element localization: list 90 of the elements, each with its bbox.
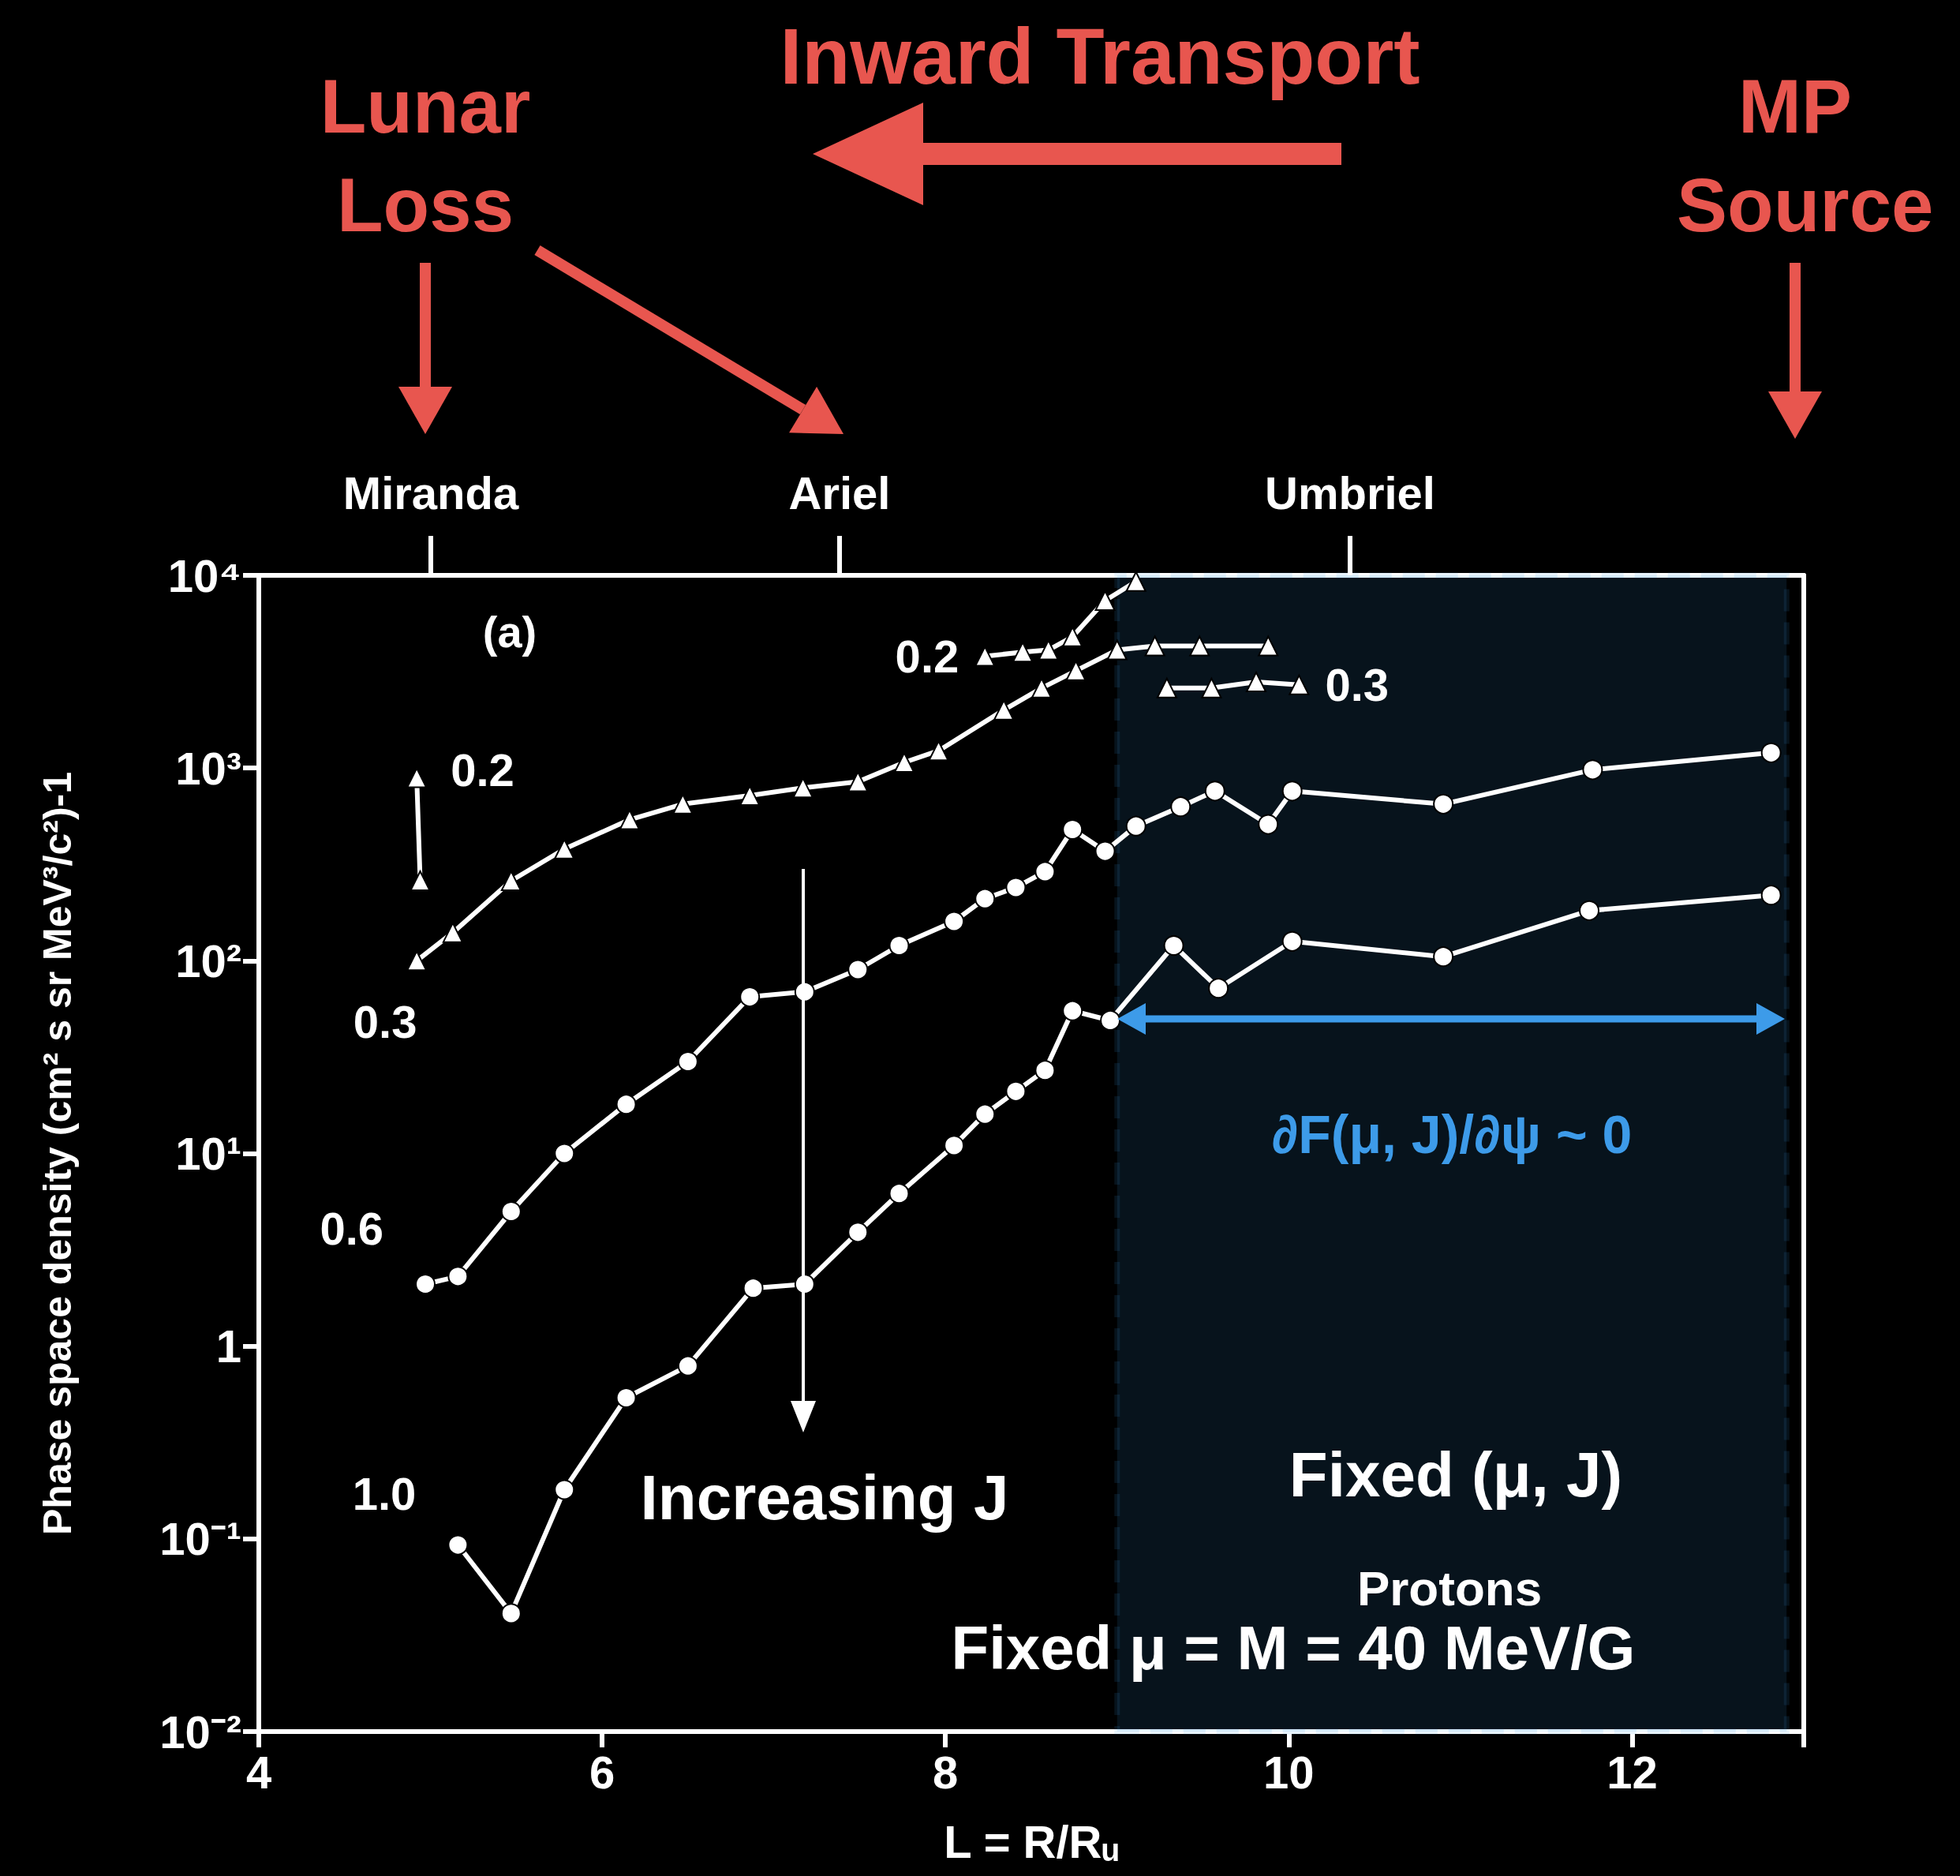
point (1760, 742, 1782, 763)
x-tick-label: 8 (933, 1746, 959, 1798)
x-tick-label: 12 (1607, 1746, 1658, 1798)
text: MP Source (1677, 63, 1934, 249)
point (1163, 935, 1184, 956)
point (739, 785, 761, 806)
point (1012, 642, 1034, 663)
point (847, 959, 869, 980)
point (554, 1143, 575, 1164)
text: Lunar Loss (319, 63, 532, 249)
point (1582, 759, 1603, 781)
point (1289, 674, 1310, 695)
point (1281, 931, 1303, 952)
point (500, 871, 522, 892)
text: Miranda (342, 466, 519, 519)
x-axis-title: L = R/Rᵤ (944, 1815, 1119, 1867)
point (500, 1201, 522, 1222)
point (1125, 571, 1146, 592)
text: Umbriel (1265, 466, 1435, 519)
text: 0.2 (451, 744, 514, 796)
text: 0.3 (353, 995, 417, 1047)
point (1258, 635, 1279, 657)
y-tick-label: 10³ (175, 742, 241, 794)
point (1258, 814, 1279, 835)
point (888, 1183, 910, 1204)
point (677, 1051, 698, 1072)
series-label: 1.0 (352, 1468, 417, 1520)
point (1062, 819, 1083, 840)
point (1579, 900, 1600, 921)
y-tick-label: 10¹ (175, 1128, 241, 1179)
series-label: 0.2 (895, 631, 959, 683)
x-tick-label: 10 (1263, 1746, 1315, 1798)
annotation: Fixed (μ, J) (1289, 1439, 1623, 1511)
point (1433, 946, 1454, 968)
point (974, 1103, 996, 1125)
y-tick-label: 10² (175, 934, 241, 987)
point (1125, 815, 1146, 837)
series-label: 0.6 (320, 1203, 384, 1255)
point (1106, 639, 1128, 661)
point (1189, 635, 1210, 657)
point (1034, 861, 1056, 882)
point (1433, 793, 1454, 814)
band-label: ∂F(μ, J)/∂ψ ~ 0 (1271, 1103, 1633, 1164)
text: Inward Transport (780, 10, 1420, 102)
point (415, 1274, 436, 1294)
point (792, 777, 814, 799)
point (1005, 1080, 1027, 1102)
point (500, 1603, 522, 1624)
point (1201, 677, 1222, 698)
point (1034, 1060, 1056, 1081)
y-tick-label: 10⁻¹ (159, 1513, 241, 1565)
point (739, 987, 761, 1008)
point (1100, 1009, 1121, 1031)
point (974, 888, 996, 909)
point (944, 911, 965, 932)
point (742, 1278, 764, 1299)
text: Ariel (788, 466, 891, 519)
point (1281, 781, 1303, 802)
point (847, 771, 869, 792)
point (1094, 841, 1116, 862)
x-tick-label: 4 (245, 1746, 272, 1798)
point (554, 1479, 575, 1500)
point (406, 950, 428, 972)
point (847, 1222, 869, 1243)
point (1144, 635, 1165, 657)
point (1246, 671, 1266, 692)
x-tick-label: 6 (589, 1746, 615, 1798)
point (928, 740, 949, 762)
y-axis-title: Phase space density (cm² s sr MeV³/c²)-1 (36, 771, 80, 1536)
point (888, 935, 910, 956)
point (447, 1266, 469, 1287)
series-label: 0.3 (1325, 659, 1390, 711)
point (1005, 877, 1027, 898)
point (1208, 978, 1229, 999)
y-tick-label: 10⁴ (167, 549, 241, 601)
point (1204, 781, 1225, 802)
point (447, 1534, 469, 1556)
point (1760, 885, 1782, 906)
annotation: (a) (482, 605, 537, 657)
point (615, 1094, 637, 1115)
point (410, 871, 431, 892)
point (677, 1355, 698, 1376)
point (1156, 677, 1177, 698)
point (1062, 1000, 1083, 1021)
y-tick-label: 10⁻² (159, 1706, 241, 1758)
annotation: Increasing J (640, 1462, 1009, 1534)
point (1170, 796, 1191, 818)
point (944, 1135, 965, 1156)
point (615, 1387, 637, 1408)
y-tick-label: 1 (215, 1320, 241, 1372)
